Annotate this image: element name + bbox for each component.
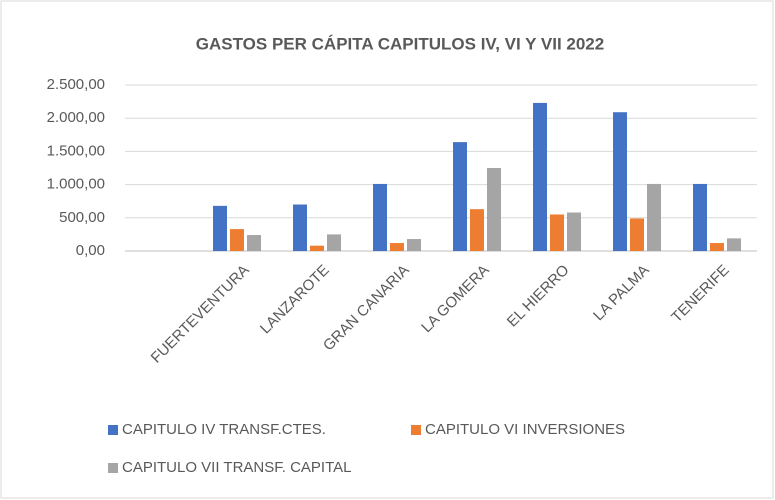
bar [533, 102, 547, 251]
bar [647, 183, 661, 251]
bar [293, 204, 307, 251]
bar [213, 205, 227, 251]
legend-label: CAPITULO IV TRANSF.CTES. [122, 421, 326, 438]
legend-swatch [108, 425, 118, 435]
bar [390, 243, 404, 251]
bar [613, 112, 627, 251]
y-tick-label: 2.000,00 [47, 109, 105, 126]
bar [693, 183, 707, 251]
bar [567, 212, 581, 251]
bar [327, 234, 341, 251]
y-tick-label: 1.500,00 [47, 142, 105, 159]
legend-swatch [411, 425, 421, 435]
bar [470, 209, 484, 251]
bar [310, 245, 324, 251]
bar [230, 229, 244, 251]
legend-label: CAPITULO VII TRANSF. CAPITAL [122, 459, 352, 476]
y-tick-label: 500,00 [59, 209, 105, 226]
y-tick-label: 2.500,00 [47, 76, 105, 93]
bar [453, 142, 467, 251]
bar [710, 243, 724, 251]
bar [630, 218, 644, 251]
bar [727, 238, 741, 251]
y-tick-label: 0,00 [76, 242, 105, 259]
bar [373, 183, 387, 251]
bar [407, 239, 421, 251]
bar [550, 214, 564, 251]
chart-title: GASTOS PER CÁPITA CAPITULOS IV, VI Y VII… [196, 34, 604, 53]
legend-swatch [108, 463, 118, 473]
bar [247, 235, 261, 251]
bar [487, 168, 501, 251]
legend-label: CAPITULO VI INVERSIONES [425, 421, 625, 438]
y-tick-label: 1.000,00 [47, 176, 105, 193]
